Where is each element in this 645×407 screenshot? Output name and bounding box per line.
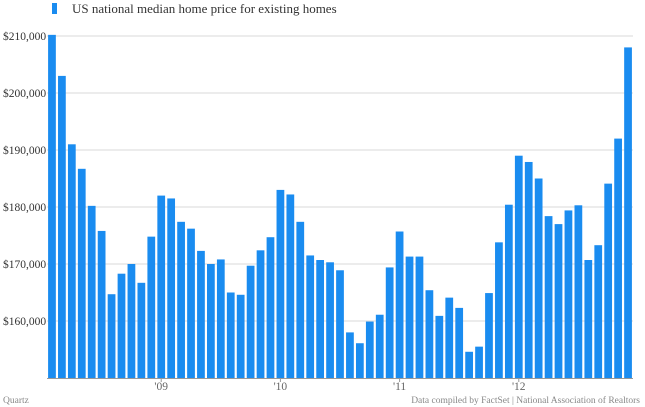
bar [276, 189, 285, 378]
bar [445, 297, 454, 378]
bar-series [48, 34, 632, 379]
bar [157, 195, 166, 378]
y-axis: $160,000 $170,000 $180,000 $190,000 $200,000… [3, 30, 46, 328]
bar [336, 270, 344, 378]
bar [544, 216, 553, 378]
y-tick-label: $210,000 [3, 30, 46, 43]
bar [137, 282, 146, 378]
bar [534, 178, 543, 378]
bar [67, 144, 76, 378]
x-tick-label: '12 [512, 381, 526, 393]
y-tick-label: $170,000 [3, 258, 46, 271]
bar [504, 204, 513, 378]
bar [306, 255, 315, 378]
bar [87, 205, 96, 378]
bar [415, 256, 424, 378]
bar [97, 230, 106, 378]
y-tick-label: $200,000 [3, 87, 46, 100]
legend-label: US national median home price for existi… [72, 1, 337, 16]
bar [564, 210, 573, 378]
credit-label: Data compiled by FactSet | National Asso… [411, 395, 640, 406]
bar [485, 293, 493, 378]
bar [177, 221, 185, 378]
x-tick-label: '11 [393, 381, 406, 393]
bar [197, 250, 205, 378]
bar [365, 321, 374, 378]
bar [216, 259, 225, 378]
bar [256, 250, 265, 378]
bar [167, 198, 176, 378]
y-tick-label: $160,000 [3, 315, 46, 328]
x-axis: '09 '10 '11 '12 [47, 378, 633, 393]
bar [425, 290, 434, 378]
bar [236, 294, 245, 378]
y-tick-label: $180,000 [3, 201, 46, 214]
bar [326, 262, 334, 378]
bar [375, 314, 384, 378]
bar [316, 260, 325, 378]
bar [435, 315, 444, 378]
bar [574, 205, 583, 378]
bar [48, 34, 56, 379]
bar [524, 161, 533, 378]
bar [296, 221, 305, 378]
bar [187, 228, 195, 378]
bar [266, 237, 275, 378]
bar [495, 242, 503, 378]
bar [286, 194, 295, 378]
bar [147, 236, 156, 378]
bar [514, 155, 523, 378]
bar [58, 75, 66, 379]
bar [405, 256, 414, 378]
bar [226, 292, 235, 378]
source-label: Quartz [3, 396, 29, 406]
bar [455, 307, 464, 378]
bar [385, 267, 394, 378]
bar [346, 332, 354, 378]
legend-swatch [52, 3, 57, 14]
y-tick-label: $190,000 [3, 144, 46, 157]
bar [246, 265, 255, 378]
bar [465, 351, 473, 378]
legend: US national median home price for existi… [52, 1, 337, 16]
bar [475, 346, 483, 378]
bar [395, 231, 404, 378]
bar [594, 245, 603, 378]
bar [614, 138, 622, 378]
bar [604, 183, 613, 378]
bar [355, 343, 364, 378]
bar [584, 260, 593, 378]
bar [107, 294, 116, 378]
x-tick-label: '09 [154, 381, 168, 393]
x-tick-label: '10 [274, 381, 288, 393]
bar [127, 264, 136, 378]
bar [117, 273, 126, 378]
bar [77, 168, 86, 378]
bar [624, 47, 632, 379]
bar [207, 264, 215, 378]
bar [554, 224, 563, 378]
